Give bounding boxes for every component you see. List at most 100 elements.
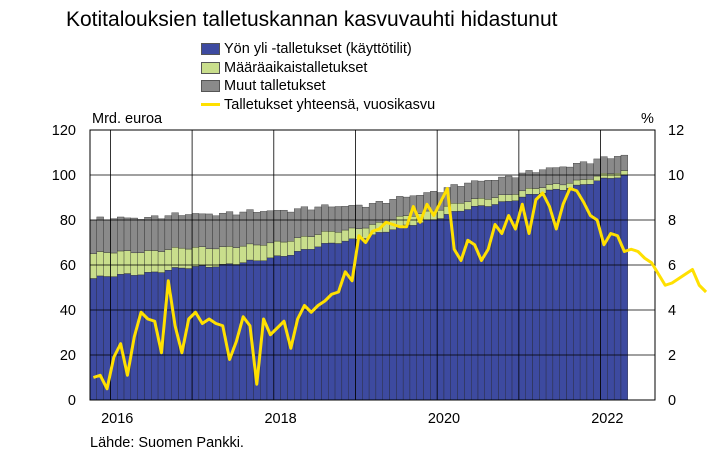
legend-label-growth: Talletukset yhteensä, vuosikasvu (224, 96, 436, 113)
bar-other-33 (314, 206, 322, 235)
right-tick-label-12: 12 (668, 123, 684, 139)
bar-time-67 (545, 184, 554, 191)
bar-demand-48 (416, 222, 424, 401)
bar-time-8 (144, 250, 152, 273)
bar-demand-45 (396, 225, 404, 401)
bar-other-71 (573, 163, 581, 181)
bar-time-45 (396, 216, 404, 226)
legend-swatch-demand (201, 43, 220, 56)
bar-demand-7 (137, 274, 145, 401)
bar-demand-76 (607, 178, 615, 401)
bar-time-19 (219, 246, 227, 265)
bar-other-35 (328, 206, 336, 232)
left-tick-label-0: 0 (68, 393, 76, 409)
bar-other-25 (260, 211, 268, 246)
bar-time-10 (157, 251, 166, 273)
bar-other-1 (96, 216, 104, 252)
bar-demand-33 (314, 246, 322, 401)
bar-demand-18 (212, 266, 220, 401)
right-tick-label-0: 0 (668, 393, 676, 409)
bar-other-40 (362, 206, 370, 229)
bar-time-4 (117, 250, 125, 275)
bar-time-73 (586, 179, 594, 185)
bar-demand-52 (443, 214, 451, 401)
bar-time-68 (552, 183, 560, 190)
bar-time-62 (511, 194, 520, 201)
bar-demand-36 (334, 243, 343, 401)
legend-swatch-other (201, 80, 220, 93)
bar-time-7 (137, 252, 145, 276)
bar-time-15 (191, 247, 200, 267)
bar-other-20 (225, 211, 234, 247)
bar-demand-15 (191, 266, 200, 401)
bar-demand-3 (110, 276, 118, 401)
bar-other-77 (613, 156, 622, 174)
bar-demand-4 (117, 274, 125, 401)
bar-time-65 (532, 188, 540, 195)
bar-demand-5 (123, 273, 132, 401)
bar-time-28 (280, 241, 288, 257)
bar-demand-71 (573, 184, 581, 401)
bar-time-2 (103, 252, 111, 277)
bar-demand-65 (532, 194, 540, 401)
bar-time-5 (123, 250, 132, 274)
bar-demand-78 (620, 174, 628, 401)
bar-demand-67 (545, 189, 554, 401)
bar-demand-74 (593, 180, 601, 401)
bar-time-32 (307, 236, 315, 250)
bar-demand-69 (559, 189, 567, 401)
bar-time-77 (613, 173, 622, 179)
legend-item-demand: Yön yli -talletukset (käyttötilit) (201, 40, 435, 59)
right-axis-unit: % (641, 111, 654, 127)
bar-other-34 (321, 204, 329, 232)
bar-other-73 (586, 163, 594, 180)
legend-label-time: Määräaikaistalletukset (224, 59, 368, 76)
bar-other-41 (368, 203, 377, 225)
bar-other-46 (402, 196, 411, 216)
bar-other-28 (280, 209, 288, 243)
bar-time-74 (593, 175, 601, 182)
left-tick-label-20: 20 (60, 348, 76, 364)
bar-time-57 (477, 198, 485, 206)
bar-other-24 (253, 212, 261, 246)
bar-other-6 (130, 217, 138, 254)
bar-time-69 (559, 184, 567, 191)
bar-time-51 (436, 209, 445, 219)
bar-demand-41 (368, 234, 377, 401)
bar-other-9 (151, 215, 159, 251)
bar-other-56 (471, 180, 479, 199)
right-tick-label-8: 8 (668, 213, 676, 229)
bar-other-16 (198, 213, 206, 247)
right-tick-label-4: 4 (668, 303, 676, 319)
bar-time-37 (341, 229, 349, 242)
bar-time-12 (171, 247, 179, 268)
bar-time-26 (266, 242, 274, 259)
bar-other-53 (450, 184, 458, 204)
chart-title: Kotitalouksien talletuskannan kasvuvauht… (66, 8, 558, 31)
bar-time-75 (600, 173, 608, 179)
bar-other-3 (110, 218, 118, 254)
left-tick-label-120: 120 (52, 123, 76, 139)
bar-other-64 (525, 170, 533, 189)
bar-time-16 (198, 246, 206, 266)
bar-time-0 (89, 253, 97, 279)
bar-demand-57 (477, 205, 485, 401)
bar-time-9 (151, 250, 159, 273)
bar-time-55 (464, 201, 472, 210)
bar-time-78 (620, 170, 628, 176)
bar-other-29 (287, 211, 295, 242)
bar-demand-61 (505, 201, 513, 401)
bar-other-31 (300, 206, 309, 237)
bar-time-36 (334, 232, 343, 244)
bar-time-38 (348, 227, 356, 239)
legend-label-other: Muut talletukset (224, 78, 326, 94)
bar-demand-72 (579, 184, 588, 401)
legend: Yön yli -talletukset (käyttötilit) Määrä… (201, 40, 435, 114)
source-note: Lähde: Suomen Pankki. (90, 435, 244, 451)
bar-demand-8 (144, 272, 152, 401)
bar-other-5 (123, 217, 132, 251)
bar-other-26 (266, 210, 274, 244)
bar-other-37 (341, 206, 349, 231)
bar-demand-75 (600, 177, 608, 401)
